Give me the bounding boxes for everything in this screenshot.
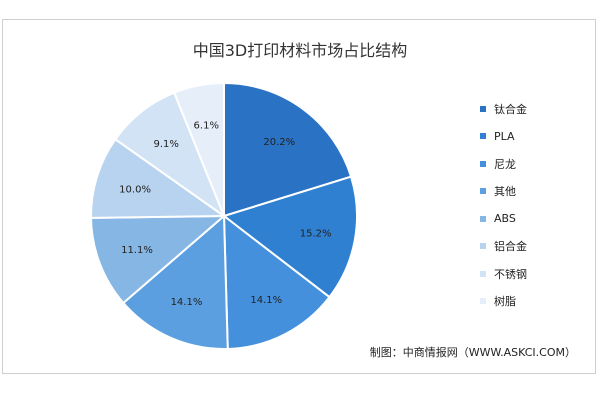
pie-slice-5: [89, 214, 227, 305]
legend-label: 树脂: [494, 295, 516, 309]
legend-label: 尼龙: [494, 157, 516, 171]
legend-label: 不锈钢: [494, 267, 527, 281]
legend-label: 铝合金: [494, 240, 527, 254]
source-credit: 制图：中商情报网（WWW.ASKCI.COM）: [369, 346, 576, 359]
pie-value-labels: 20.2% 15.2% 14.1% 14.1% 11.1% 10.0% 9.1% 6.1%: [119, 121, 331, 309]
chart-legend: 钛合金 PLA 尼龙其他 ABS 铝合金不锈钢树脂: [480, 95, 590, 315]
pie-value-label-4: 14.1%: [171, 297, 203, 308]
legend-swatch: [480, 133, 486, 140]
pie-value-label-2: 15.2%: [300, 228, 332, 239]
pie-slices: [89, 81, 358, 350]
pie-value-label-7: 9.1%: [153, 139, 178, 150]
pie-slice-4: [121, 213, 229, 350]
legend-item-2: PLA: [480, 123, 590, 151]
pie-slice-8: [172, 81, 225, 217]
legend-swatch: [480, 298, 486, 305]
legend-label: ABS: [494, 212, 516, 226]
pie-value-label-8: 6.1%: [194, 121, 219, 132]
pie-slice-6: [90, 137, 228, 219]
legend-item-4: 其他: [480, 178, 590, 206]
legend-label: 钛合金: [494, 102, 527, 116]
pie-slice-1: [223, 81, 353, 218]
pie-value-label-5: 11.1%: [121, 245, 153, 256]
legend-item-7: 不锈钢: [480, 260, 590, 288]
legend-label: 其他: [494, 185, 516, 199]
legend-label: PLA: [494, 129, 515, 143]
legend-item-8: 树脂: [480, 288, 590, 316]
legend-swatch: [480, 270, 486, 277]
legend-swatch: [480, 188, 486, 195]
legend-item-3: 尼龙: [480, 150, 590, 178]
pie-value-label-1: 20.2%: [263, 137, 295, 148]
chart-title: 中国3D打印材料市场占比结构: [192, 41, 408, 60]
legend-swatch: [480, 215, 486, 222]
legend-swatch: [480, 105, 486, 112]
legend-item-1: 钛合金: [480, 95, 590, 123]
legend-swatch: [480, 243, 486, 250]
pie-slice-3: [222, 213, 331, 350]
legend-item-6: 铝合金: [480, 233, 590, 261]
pie-slice-2: [221, 175, 358, 299]
pie-value-label-6: 10.0%: [119, 184, 151, 195]
legend-swatch: [480, 160, 486, 167]
legend-item-5: ABS: [480, 205, 590, 233]
pie-value-label-3: 14.1%: [250, 295, 282, 306]
